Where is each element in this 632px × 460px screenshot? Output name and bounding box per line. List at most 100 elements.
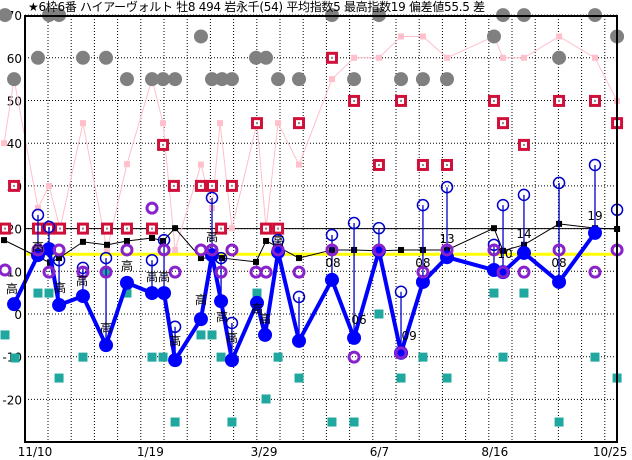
purple-point [372, 243, 386, 257]
purple-point [496, 265, 510, 279]
red-square-center [13, 184, 16, 187]
teal-point [207, 330, 217, 340]
main-index-point [7, 297, 22, 312]
black-point [149, 234, 156, 241]
pink-point [217, 120, 224, 127]
pink-point [172, 246, 179, 253]
gray-point [168, 72, 183, 87]
teal-point [327, 417, 337, 427]
max-index-point [440, 180, 454, 194]
point-annotation: 14 [516, 227, 531, 241]
red-square-center [106, 227, 109, 230]
black-point [79, 238, 86, 245]
pink-point [228, 225, 235, 232]
main-index-point [224, 353, 239, 368]
main-index-point [52, 298, 67, 313]
purple-point [552, 243, 566, 257]
purple-point [588, 265, 602, 279]
main-index-point [119, 275, 134, 290]
black-point [263, 237, 270, 244]
main-index-point [99, 338, 114, 353]
y-tick-label: -20 [2, 393, 22, 407]
purple-point [440, 243, 454, 257]
x-tick-label: 8/16 [481, 445, 508, 459]
teal-point [489, 288, 499, 298]
pink-point [556, 33, 563, 40]
point-annotation: 高 [206, 229, 218, 244]
pink-point [351, 54, 358, 61]
red-square-center [593, 99, 596, 102]
red-square-center [492, 99, 495, 102]
gray-point [156, 72, 171, 87]
black-point [398, 246, 405, 253]
max-index-point [205, 191, 219, 205]
red-square-center [151, 227, 154, 230]
gray-point [75, 50, 90, 65]
main-index-point [157, 286, 172, 301]
black-point [56, 255, 63, 262]
max-index-point [145, 253, 159, 267]
black-point [219, 255, 226, 262]
main-index-point [516, 245, 531, 260]
black-point [123, 237, 130, 244]
max-index-point [42, 220, 56, 234]
max-index-point [325, 228, 339, 242]
point-annotation: 19 [587, 209, 602, 223]
teal-point [374, 309, 384, 319]
point-annotation: 高 [251, 301, 263, 316]
x-tick-label: 10/25 [593, 445, 628, 459]
point-annotation: 高 [146, 269, 158, 284]
purple-point [347, 350, 361, 364]
main-index-point [587, 225, 602, 240]
purple-point [157, 243, 171, 257]
gray-point [224, 72, 239, 87]
teal-point [216, 352, 226, 362]
main-index-point [347, 330, 362, 345]
max-index-point [292, 290, 306, 304]
purple-point [76, 265, 90, 279]
red-square-center [522, 143, 525, 146]
main-index-point [415, 274, 430, 289]
max-index-point [99, 251, 113, 265]
main-index-point [168, 353, 183, 368]
gray-point [552, 50, 567, 65]
pink-point [160, 120, 167, 127]
main-index-point [193, 312, 208, 327]
x-tick-label: 11/10 [18, 445, 53, 459]
gray-point [215, 72, 230, 87]
red-square-center [353, 99, 356, 102]
purple-point [214, 265, 228, 279]
point-annotation: 高 [100, 320, 112, 335]
teal-point [170, 417, 180, 427]
teal-point [147, 352, 157, 362]
gray-point [440, 72, 454, 87]
max-index-point [76, 261, 90, 275]
pink-point [296, 161, 303, 168]
purple-point [120, 243, 134, 257]
teal-point [498, 352, 508, 362]
purple-point [487, 243, 501, 257]
teal-point [44, 288, 54, 298]
pink-point [328, 76, 335, 83]
red-square-center [59, 227, 62, 230]
main-index-point [552, 274, 567, 289]
red-square-center [265, 227, 268, 230]
teal-point [349, 417, 359, 427]
red-square-center [162, 143, 165, 146]
red-square-center [277, 227, 280, 230]
red-square-center [377, 163, 380, 166]
y-tick-label: 50 [7, 95, 22, 109]
black-point [1, 237, 8, 244]
y-tick-label: 60 [7, 52, 22, 66]
gray-point [347, 72, 362, 87]
teal-point [554, 417, 564, 427]
gray-point [30, 50, 45, 65]
purple-point [416, 265, 430, 279]
point-annotation: 高 [6, 281, 18, 296]
purple-point [168, 265, 182, 279]
teal-point [519, 288, 529, 298]
red-square-center [446, 163, 448, 166]
teal-point [261, 394, 271, 404]
gray-point [145, 72, 160, 87]
gray-point [248, 50, 263, 65]
